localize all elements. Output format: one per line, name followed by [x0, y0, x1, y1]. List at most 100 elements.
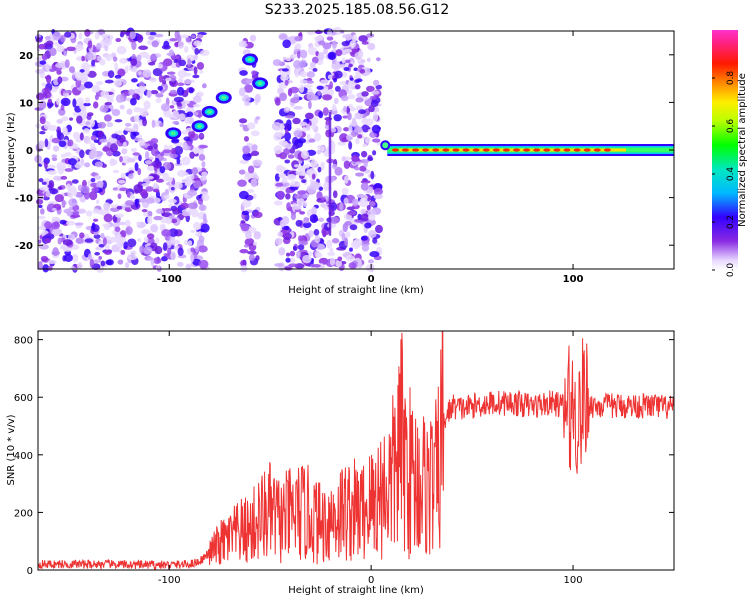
spectrogram-speckle [311, 56, 319, 64]
spectrogram-speckle [37, 239, 42, 244]
spectrogram-speckle [84, 238, 94, 243]
spectrogram-speckle [352, 34, 358, 43]
spectrogram-speckle [297, 200, 302, 207]
carrier-hotspot [502, 148, 510, 152]
spectrogram-speckle [320, 161, 325, 171]
spectrogram-speckle [45, 40, 54, 47]
y-tick-label: 0 [26, 146, 33, 157]
spectrogram-speckle [293, 164, 300, 168]
spectrogram-speckle [241, 210, 250, 216]
spectrogram-speckle [302, 254, 312, 264]
spectrogram-speckle [83, 81, 93, 89]
spectrogram-speckle [202, 218, 208, 225]
snr-y-ticks: 0 200 400 600 800 [14, 336, 674, 577]
spectrogram-speckle [320, 146, 325, 152]
spectrogram-speckle [80, 185, 90, 194]
spectrogram-speckle [104, 79, 114, 84]
spectrogram-speckle [133, 115, 140, 123]
spectrogram-speckle [362, 143, 368, 148]
spectrogram-speckle [122, 141, 127, 148]
spectrogram-speckle [287, 88, 293, 97]
spectrogram-speckle [183, 78, 192, 85]
spectrogram-speckle [158, 74, 164, 83]
spectrogram-speckle [155, 265, 161, 270]
spectrogram-speckle [107, 137, 117, 143]
spectrogram-speckle [145, 31, 151, 36]
spectrogram-speckle [364, 222, 372, 229]
spectrogram-speckle [193, 54, 198, 61]
spectrogram-speckle [244, 84, 254, 93]
spectrogram-speckle [119, 57, 128, 64]
spectrogram-speckle [85, 210, 93, 217]
spectrogram-speckle [71, 73, 77, 81]
spectrogram-speckle [47, 98, 52, 104]
spectrogram-speckle [300, 150, 309, 159]
spectrogram-speckle [176, 157, 181, 165]
spectrogram-speckle [35, 198, 44, 205]
spectrogram-speckle [359, 197, 369, 208]
spectrogram-speckle [173, 59, 178, 64]
spectrogram-speckle [366, 57, 371, 62]
spectrogram-speckle [138, 154, 142, 162]
spectrogram-speckle [284, 128, 289, 134]
spectrogram-speckle [360, 182, 369, 191]
spectrogram-speckle [132, 88, 141, 94]
spectrogram-speckle [249, 34, 257, 42]
spectrogram-speckle [240, 259, 247, 267]
spectrogram-speckle [39, 116, 46, 125]
spectrogram-speckle [162, 172, 170, 182]
carrier-hotspot [412, 148, 420, 152]
spectrogram-speckle [60, 175, 68, 180]
spectrogram-speckle [359, 165, 367, 172]
spectrogram-speckle [343, 197, 349, 205]
spectrogram-speckle [126, 157, 136, 163]
spectrogram-speckle [100, 90, 110, 98]
spectrogram-speckle [186, 179, 196, 184]
spectrogram-speckle [92, 259, 102, 264]
spectrogram-speckle [36, 56, 42, 61]
spectrogram-speckle [72, 98, 77, 108]
spectrogram-speckle [372, 237, 378, 244]
spectrogram-speckle [297, 244, 305, 251]
spectrogram-speckle [132, 152, 140, 156]
spectrogram-speckle [84, 29, 91, 37]
spectrogram-speckle [188, 129, 196, 139]
spectrogram-speckle [150, 89, 159, 95]
spectrogram-speckle [308, 42, 314, 49]
spectrogram-speckle [348, 104, 354, 109]
spectrogram-speckle [94, 161, 104, 168]
spectrogram-speckle [325, 119, 330, 127]
spectrogram-speckle [312, 68, 318, 72]
spectrogram-speckle [64, 168, 74, 172]
spectrogram-speckle [188, 202, 198, 210]
spectrogram-speckle [75, 71, 83, 81]
doppler-blob-peak [207, 110, 213, 114]
spectrogram-speckle [360, 208, 367, 215]
spectrogram-speckle [64, 253, 73, 262]
spectrogram-speckle [155, 190, 160, 199]
spectrogram-speckle [331, 238, 340, 244]
spectrogram-speckle [137, 71, 142, 76]
spectrogram-speckle [129, 97, 137, 106]
spectrogram-speckle [351, 239, 361, 250]
spectrogram-speckle [322, 42, 332, 50]
spectrogram-speckle [284, 159, 291, 164]
spectrogram-speckle [316, 85, 324, 90]
spectrogram-speckle [178, 59, 187, 67]
spectrogram-speckle [183, 136, 192, 142]
spectrogram-speckle [248, 254, 255, 262]
spectrogram-speckle [169, 105, 175, 109]
spectrogram-speckle [176, 86, 185, 96]
spectrogram-speckle [185, 127, 195, 132]
spectrogram-speckle [331, 58, 336, 65]
spectrogram-speckle [46, 164, 56, 170]
spectrogram-speckle [340, 63, 346, 68]
spectrogram-speckle [94, 31, 100, 40]
y-tick-label: 600 [14, 393, 33, 404]
spectrogram-speckle [327, 29, 333, 37]
spectrogram-speckle [91, 187, 100, 193]
spectrogram-speckle [130, 58, 138, 66]
spectrogram-speckle [201, 171, 208, 177]
spectrogram-speckle [200, 203, 205, 212]
